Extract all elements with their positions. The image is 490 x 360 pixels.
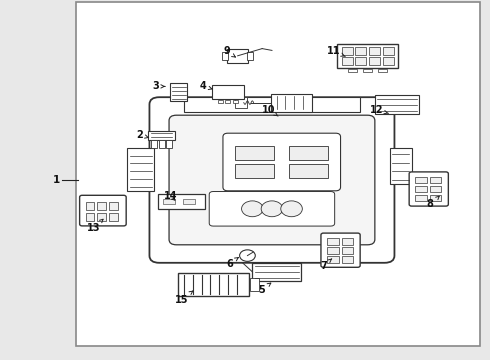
Bar: [97, 202, 106, 210]
Bar: [151, 140, 157, 148]
Bar: [337, 44, 398, 68]
Bar: [235, 97, 247, 108]
FancyBboxPatch shape: [223, 133, 341, 191]
FancyBboxPatch shape: [79, 195, 126, 226]
Text: 12: 12: [369, 105, 389, 115]
FancyBboxPatch shape: [409, 172, 448, 206]
Bar: [415, 195, 427, 202]
Text: 2: 2: [136, 130, 148, 140]
Bar: [109, 202, 118, 210]
FancyBboxPatch shape: [149, 97, 394, 263]
Bar: [390, 148, 412, 184]
Bar: [249, 278, 259, 291]
Bar: [159, 140, 165, 148]
Bar: [430, 186, 441, 192]
Bar: [227, 49, 248, 63]
Bar: [222, 52, 228, 60]
Bar: [363, 69, 372, 72]
Bar: [247, 52, 253, 60]
Bar: [127, 148, 154, 191]
Text: 6: 6: [226, 258, 238, 269]
Bar: [76, 2, 480, 346]
Bar: [218, 100, 223, 103]
Bar: [171, 83, 187, 101]
Bar: [415, 186, 427, 192]
Bar: [430, 195, 441, 202]
FancyBboxPatch shape: [169, 115, 375, 245]
Bar: [235, 164, 274, 178]
Text: 11: 11: [326, 46, 345, 57]
Bar: [342, 46, 353, 55]
Bar: [225, 100, 230, 103]
FancyBboxPatch shape: [321, 233, 360, 267]
Bar: [369, 46, 380, 55]
Circle shape: [242, 201, 263, 217]
Circle shape: [281, 201, 302, 217]
Text: 3: 3: [152, 81, 165, 91]
Bar: [97, 212, 106, 220]
Bar: [158, 194, 205, 209]
Bar: [270, 94, 313, 112]
Bar: [252, 263, 301, 281]
Text: 8: 8: [427, 196, 439, 210]
Text: 5: 5: [258, 283, 271, 295]
Bar: [212, 85, 244, 99]
Bar: [233, 100, 238, 103]
Bar: [327, 238, 339, 245]
Bar: [369, 57, 380, 65]
Bar: [342, 256, 353, 263]
Bar: [327, 247, 339, 253]
Bar: [289, 146, 328, 160]
Text: 10: 10: [262, 105, 278, 116]
Bar: [85, 202, 94, 210]
FancyBboxPatch shape: [209, 192, 335, 226]
Bar: [430, 177, 441, 184]
Text: 14: 14: [164, 191, 177, 201]
Bar: [375, 94, 419, 114]
Bar: [415, 177, 427, 184]
Bar: [235, 146, 274, 160]
Bar: [177, 273, 248, 296]
Bar: [166, 140, 172, 148]
Bar: [148, 131, 175, 140]
Bar: [383, 46, 394, 55]
Bar: [182, 199, 195, 204]
Text: 1: 1: [53, 175, 60, 185]
Bar: [348, 69, 357, 72]
Bar: [85, 212, 94, 220]
Bar: [184, 97, 360, 112]
Bar: [383, 57, 394, 65]
Bar: [356, 46, 367, 55]
Circle shape: [240, 250, 255, 261]
Bar: [109, 212, 118, 220]
Bar: [163, 199, 175, 204]
Text: 15: 15: [174, 291, 193, 305]
Text: 9: 9: [223, 46, 235, 57]
Bar: [342, 238, 353, 245]
Text: 7: 7: [320, 259, 332, 271]
Bar: [356, 57, 367, 65]
Text: 13: 13: [87, 219, 103, 233]
Bar: [378, 69, 387, 72]
Bar: [289, 164, 328, 178]
Bar: [342, 247, 353, 253]
Text: 4: 4: [200, 81, 212, 91]
Circle shape: [261, 201, 283, 217]
Bar: [327, 256, 339, 263]
Bar: [342, 57, 353, 65]
